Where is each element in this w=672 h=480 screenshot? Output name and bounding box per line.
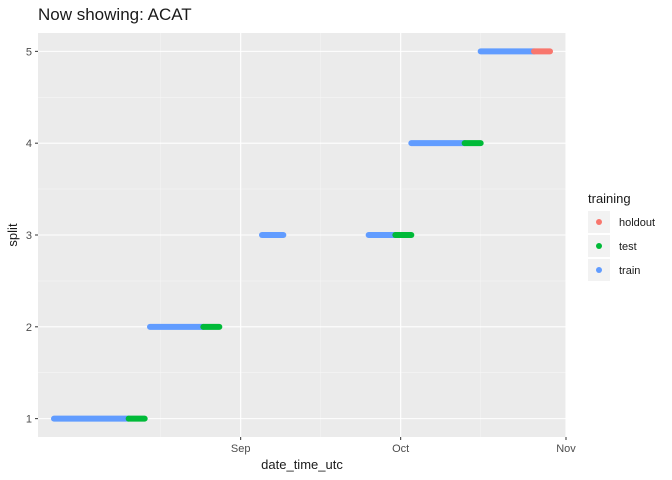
x-tick-label: Sep [231,443,251,455]
y-tick-label: 4 [26,138,32,150]
y-axis: 1 2 3 4 5 [26,46,38,426]
data-marks [51,48,553,422]
y-tick-label: 1 [26,414,32,426]
legend-key-test [596,243,602,249]
legend: training holdout test train [588,191,655,281]
legend-label-holdout: holdout [619,217,655,229]
x-tick-label: Oct [392,443,409,455]
y-axis-title: split [5,223,20,247]
chart-title: Now showing: ACAT [38,5,192,24]
x-axis: Sep Oct Nov [231,437,576,455]
legend-title: training [588,191,631,206]
legend-key-train [596,267,602,273]
x-tick-label: Nov [556,443,576,455]
legend-label-train: train [619,265,640,277]
y-tick-label: 5 [26,46,32,58]
legend-label-test: test [619,241,637,253]
legend-key-holdout [596,219,602,225]
y-tick-label: 2 [26,322,32,334]
y-tick-label: 3 [26,230,32,242]
x-axis-title: date_time_utc [261,457,343,472]
